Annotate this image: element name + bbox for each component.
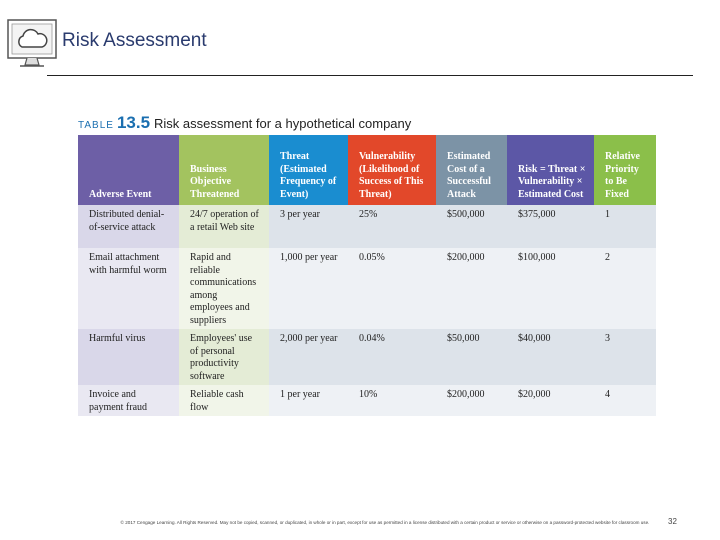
table-cell: $375,000	[507, 205, 594, 248]
table-cell: Invoice and payment fraud	[78, 385, 179, 416]
caption-text: Risk assessment for a hypothetical compa…	[154, 116, 412, 131]
table-cell: $500,000	[436, 205, 507, 248]
table-cell: Employees' use of personal productivity …	[179, 329, 269, 385]
column-header: Adverse Event	[78, 135, 179, 205]
table-cell: Rapid and reliable communications among …	[179, 248, 269, 329]
cloud-monitor-icon	[7, 19, 57, 67]
page-number: 32	[668, 517, 677, 526]
table-row: Distributed denial-of-service attack 24/7…	[78, 205, 656, 248]
table-cell: $100,000	[507, 248, 594, 329]
table-cell: $20,000	[507, 385, 594, 416]
table-cell: $40,000	[507, 329, 594, 385]
title-rule	[47, 75, 693, 76]
table-cell: 2,000 per year	[269, 329, 348, 385]
table-cell: $200,000	[436, 385, 507, 416]
column-header: Relative Priority to Be Fixed	[594, 135, 656, 205]
table-cell: Email attachment with harmful worm	[78, 248, 179, 329]
table-row: Harmful virus Employees' use of personal …	[78, 329, 656, 385]
copyright: © 2017 Cengage Learning. All Rights Rese…	[120, 520, 650, 525]
table-caption: TABLE 13.5 Risk assessment for a hypotheti…	[78, 113, 411, 133]
column-header: Business Objective Threatened	[179, 135, 269, 205]
table-cell: 4	[594, 385, 656, 416]
table-row: Email attachment with harmful worm Rapid …	[78, 248, 656, 329]
table-cell: Reliable cash flow	[179, 385, 269, 416]
caption-number: 13.5	[116, 113, 151, 132]
table-head: Adverse Event Business Objective Threaten…	[78, 135, 656, 205]
risk-table: Adverse Event Business Objective Threaten…	[78, 135, 656, 416]
column-header: Vulnerability (Likelihood of Success of …	[348, 135, 436, 205]
table-cell: 1 per year	[269, 385, 348, 416]
table-cell: $200,000	[436, 248, 507, 329]
table-cell: 0.04%	[348, 329, 436, 385]
table-cell: 0.05%	[348, 248, 436, 329]
column-header: Risk = Threat × Vulnerability × Estimate…	[507, 135, 594, 205]
table-cell: 3	[594, 329, 656, 385]
table-cell: 10%	[348, 385, 436, 416]
table-cell: 1	[594, 205, 656, 248]
table-row: Invoice and payment fraud Reliable cash f…	[78, 385, 656, 416]
table-cell: 3 per year	[269, 205, 348, 248]
header-row: Adverse Event Business Objective Threaten…	[78, 135, 656, 205]
table-body: Distributed denial-of-service attack 24/7…	[78, 205, 656, 416]
column-header: Estimated Cost of a Successful Attack	[436, 135, 507, 205]
table-cell: Distributed denial-of-service attack	[78, 205, 179, 248]
table-cell: $50,000	[436, 329, 507, 385]
table-cell: Harmful virus	[78, 329, 179, 385]
table-cell: 2	[594, 248, 656, 329]
caption-label: TABLE	[78, 120, 114, 131]
table-cell: 1,000 per year	[269, 248, 348, 329]
table-cell: 25%	[348, 205, 436, 248]
table-cell: 24/7 operation of a retail Web site	[179, 205, 269, 248]
slide-title: Risk Assessment	[62, 30, 207, 51]
column-header: Threat (Estimated Frequency of Event)	[269, 135, 348, 205]
